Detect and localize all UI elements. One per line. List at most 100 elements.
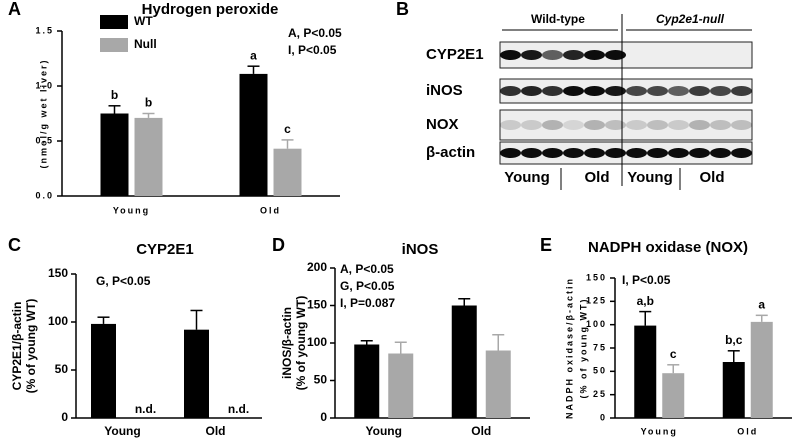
blot-band [500,86,521,96]
bar [354,344,380,418]
age-label: Young [504,169,550,186]
y-tick-label: 100 [48,314,68,328]
y-tick-label: 1.5 [35,25,54,35]
group-label: Wild-type [531,12,585,26]
x-tick-label: Young [641,426,678,436]
blot-band [542,120,563,130]
significance-label: b,c [725,333,743,347]
significance-label: a [250,48,257,62]
blot-band [731,86,752,96]
annotation: I, P<0.05 [622,273,671,287]
bar [451,305,477,418]
blot-band [626,120,647,130]
blot-band [647,148,668,158]
blot-band [563,50,584,60]
chart-title: NADPH oxidase (NOX) [588,239,748,256]
x-tick-label: Old [737,426,758,436]
blot-band [668,120,689,130]
y-tick-label: 50 [593,366,607,376]
blot-band [605,120,626,130]
blot-band [563,148,584,158]
bar [750,321,773,418]
y-axis-label: (nmol/g wet liver) [38,58,48,168]
value-label: n.d. [135,402,156,416]
blot-band [668,86,689,96]
legend-swatch [100,15,128,29]
blot-band [710,86,731,96]
blot-band [647,86,668,96]
legend-label: Null [134,37,157,51]
y-axis-label: (% of young WT) [24,299,38,394]
western-blot: CYP2E1 iNOS NOX β-actin Wild-type Cyp2e1-null… [426,12,753,190]
blot-band [710,120,731,130]
bar [485,350,511,418]
significance-label: c [284,122,291,136]
blot-band [584,86,605,96]
chart-title: iNOS [402,241,439,258]
blot-row-label: iNOS [426,82,463,99]
legend-label: WT [134,14,153,28]
x-tick-label: Young [104,424,140,438]
blot-band [689,120,710,130]
blot-band [563,120,584,130]
bar [91,323,116,418]
blot-band [521,86,542,96]
y-tick-label: 100 [307,335,327,349]
panel-label: C [8,235,21,255]
y-tick-label: 150 [307,298,327,312]
significance-label: b [111,88,118,102]
bar [388,353,414,418]
y-tick-label: 0 [61,410,68,424]
blot-row-label: β-actin [426,144,475,161]
group-label: Cyp2e1-null [656,12,725,26]
x-tick-label: Young [366,424,402,438]
annotation: I, P<0.05 [288,43,337,57]
annotation: G, P<0.05 [340,279,395,293]
y-axis-label: iNOS/β-actin [280,307,294,379]
chart-title: CYP2E1 [136,241,194,258]
y-tick-label: 0 [320,410,327,424]
y-tick-label: 200 [307,260,327,274]
blot-band [521,50,542,60]
blot-row-label: CYP2E1 [426,46,484,63]
blot-band [563,86,584,96]
blot-band [500,50,521,60]
annotation: I, P=0.087 [340,296,395,310]
y-tick-label: 0 [600,412,607,422]
age-label: Old [700,169,725,186]
blot-strip [499,109,753,141]
bar [634,325,657,418]
y-tick-label: 100 [586,319,607,329]
significance-label: a,b [637,294,654,308]
blot-band [605,148,626,158]
blot-band [542,148,563,158]
bar [100,113,129,196]
bar [184,329,209,418]
y-axis-label: CYP2E1/β-actin [10,302,24,391]
blot-band [731,120,752,130]
age-label: Old [585,169,610,186]
y-tick-label: 150 [586,272,607,282]
y-tick-label: 0.5 [35,135,54,145]
blot-band [584,148,605,158]
panel-label: E [540,235,552,255]
bar [662,373,685,418]
panel-label: B [396,0,409,19]
y-tick-label: 125 [586,296,607,306]
significance-label: c [670,347,677,361]
panel-label: A [8,0,21,19]
y-tick-label: 150 [48,266,68,280]
blot-band [647,120,668,130]
legend-swatch [100,38,128,52]
bar [134,117,163,196]
blot-band [542,86,563,96]
blot-band [584,120,605,130]
significance-label: b [145,96,152,110]
bar [722,362,745,418]
blot-row-label: NOX [426,116,459,133]
annotation: A, P<0.05 [340,262,394,276]
blot-band [605,86,626,96]
y-tick-label: 1.0 [35,80,54,90]
annotation: A, P<0.05 [288,26,342,40]
